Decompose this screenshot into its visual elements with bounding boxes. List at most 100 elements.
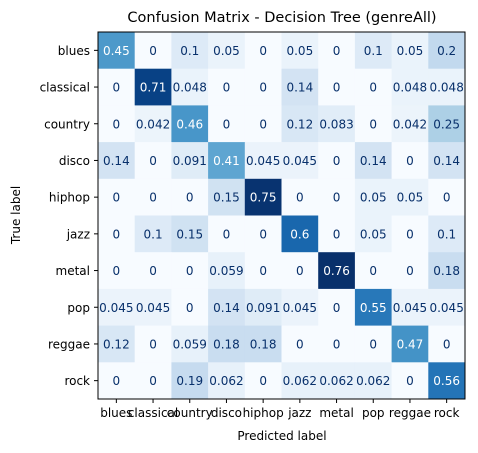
cell-value-disco-classical: 0 — [149, 154, 157, 168]
heatmap-cell-blues-metal — [318, 32, 356, 70]
cell-value-metal-jazz: 0 — [296, 264, 304, 278]
heatmap-cell-hiphop-country — [171, 178, 209, 216]
cell-value-disco-reggae: 0 — [406, 154, 414, 168]
heatmap-cell-classical-blues — [98, 68, 136, 106]
cell-value-rock-pop: 0.062 — [356, 374, 390, 388]
x-axis-label: Predicted label — [237, 429, 326, 443]
heatmap-cell-blues-jazz — [281, 32, 319, 70]
cell-value-reggae-jazz: 0 — [296, 337, 304, 351]
cell-value-pop-country: 0 — [186, 301, 194, 315]
heatmap-cell-hiphop-reggae — [391, 178, 429, 216]
cell-value-hiphop-reggae: 0.05 — [397, 191, 424, 205]
heatmap-cell-pop-rock — [428, 288, 466, 326]
cell-value-metal-pop: 0 — [369, 264, 377, 278]
cell-value-disco-jazz: 0.045 — [283, 154, 317, 168]
heatmap-cell-pop-disco — [208, 288, 246, 326]
cell-value-jazz-reggae: 0 — [406, 227, 414, 241]
cell-value-reggae-metal: 0 — [333, 337, 341, 351]
y-tick-label-jazz: jazz — [66, 227, 90, 241]
heatmap-cell-blues-disco — [208, 32, 246, 70]
heatmap-cell-disco-country — [171, 142, 209, 180]
cell-value-rock-blues: 0 — [113, 374, 121, 388]
heatmap-cell-jazz-classical — [134, 215, 172, 253]
heatmap-cell-classical-hiphop — [244, 68, 282, 106]
heatmap-cell-disco-metal — [318, 142, 356, 180]
cell-value-blues-metal: 0 — [333, 44, 341, 58]
heatmap-cell-country-disco — [208, 105, 246, 143]
y-axis-label: True label — [9, 186, 23, 245]
heatmap-cell-reggae-blues — [98, 325, 136, 363]
heatmap-cell-jazz-reggae — [391, 215, 429, 253]
heatmap-cells — [98, 32, 466, 400]
cell-value-blues-country: 0.1 — [180, 44, 199, 58]
cell-value-metal-country: 0 — [186, 264, 194, 278]
heatmap-cell-pop-jazz — [281, 288, 319, 326]
heatmap-cell-jazz-hiphop — [244, 215, 282, 253]
heatmap-cell-disco-pop — [354, 142, 392, 180]
cell-value-country-rock: 0.25 — [433, 117, 460, 131]
cell-value-rock-country: 0.19 — [176, 374, 203, 388]
cell-value-jazz-disco: 0 — [223, 227, 231, 241]
heatmap-cell-metal-rock — [428, 252, 466, 290]
heatmap-cell-blues-rock — [428, 32, 466, 70]
cell-value-reggae-country: 0.059 — [173, 337, 207, 351]
cell-value-disco-disco: 0.41 — [213, 154, 240, 168]
heatmap-cell-pop-metal — [318, 288, 356, 326]
heatmap-cell-metal-pop — [354, 252, 392, 290]
plot-frame — [97, 31, 466, 400]
heatmap-cell-disco-blues — [98, 142, 136, 180]
heatmap-cell-hiphop-jazz — [281, 178, 319, 216]
heatmap-cell-classical-pop — [354, 68, 392, 106]
cell-value-pop-metal: 0 — [333, 301, 341, 315]
heatmap-cell-rock-blues — [98, 362, 136, 400]
cell-value-disco-metal: 0 — [333, 154, 341, 168]
cell-value-classical-country: 0.048 — [173, 81, 207, 95]
cell-value-reggae-reggae: 0.47 — [397, 337, 424, 351]
cell-value-disco-hiphop: 0.045 — [246, 154, 280, 168]
heatmap-cell-jazz-pop — [354, 215, 392, 253]
heatmap-cell-hiphop-blues — [98, 178, 136, 216]
cell-value-blues-rock: 0.2 — [437, 44, 456, 58]
cell-value-blues-jazz: 0.05 — [286, 44, 313, 58]
heatmap-cell-disco-classical — [134, 142, 172, 180]
cell-value-jazz-rock: 0.1 — [437, 227, 456, 241]
x-tick-label-rock: rock — [434, 406, 460, 420]
cell-value-metal-disco: 0.059 — [209, 264, 243, 278]
x-tick-label-reggae: reggae — [389, 406, 431, 420]
heatmap-cell-metal-hiphop — [244, 252, 282, 290]
heatmap-cell-classical-reggae — [391, 68, 429, 106]
cell-value-blues-disco: 0.05 — [213, 44, 240, 58]
heatmap-cell-rock-hiphop — [244, 362, 282, 400]
y-tick-label-metal: metal — [56, 264, 90, 278]
heatmap-cell-metal-disco — [208, 252, 246, 290]
heatmap-cell-metal-classical — [134, 252, 172, 290]
x-tick-label-country: country — [167, 406, 213, 420]
cell-value-pop-blues: 0.045 — [99, 301, 133, 315]
cell-value-country-blues: 0 — [113, 117, 121, 131]
heatmap-cell-pop-classical — [134, 288, 172, 326]
cell-value-jazz-pop: 0.05 — [360, 227, 387, 241]
heatmap-cell-classical-classical — [134, 68, 172, 106]
heatmap-cell-country-jazz — [281, 105, 319, 143]
cell-value-hiphop-metal: 0 — [333, 191, 341, 205]
heatmap-cell-country-reggae — [391, 105, 429, 143]
heatmap-cell-rock-pop — [354, 362, 392, 400]
heatmap-cell-hiphop-rock — [428, 178, 466, 216]
cell-value-hiphop-country: 0 — [186, 191, 194, 205]
heatmap-cell-hiphop-classical — [134, 178, 172, 216]
cell-value-classical-pop: 0 — [369, 81, 377, 95]
cell-value-country-classical: 0.042 — [136, 117, 170, 131]
cell-value-blues-classical: 0 — [149, 44, 157, 58]
y-tick-label-disco: disco — [59, 154, 90, 168]
heatmap-cell-metal-blues — [98, 252, 136, 290]
heatmap-cell-country-blues — [98, 105, 136, 143]
cell-value-reggae-rock: 0 — [443, 337, 451, 351]
x-tick-label-pop: pop — [362, 406, 385, 420]
cell-value-jazz-blues: 0 — [113, 227, 121, 241]
cell-value-country-jazz: 0.12 — [286, 117, 313, 131]
cell-value-pop-disco: 0.14 — [213, 301, 240, 315]
cell-value-classical-classical: 0.71 — [140, 81, 167, 95]
x-tick-label-jazz: jazz — [287, 406, 311, 420]
heatmap-cell-classical-metal — [318, 68, 356, 106]
